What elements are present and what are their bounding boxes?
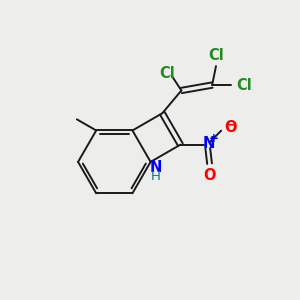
Text: Cl: Cl bbox=[159, 66, 175, 81]
Text: N: N bbox=[150, 160, 162, 175]
Text: −: − bbox=[224, 118, 236, 131]
Text: H: H bbox=[151, 170, 161, 183]
Text: O: O bbox=[224, 120, 237, 135]
Text: +: + bbox=[209, 132, 219, 145]
Text: O: O bbox=[203, 168, 216, 183]
Text: Cl: Cl bbox=[236, 78, 252, 93]
Text: N: N bbox=[202, 136, 215, 151]
Text: Cl: Cl bbox=[208, 47, 224, 62]
